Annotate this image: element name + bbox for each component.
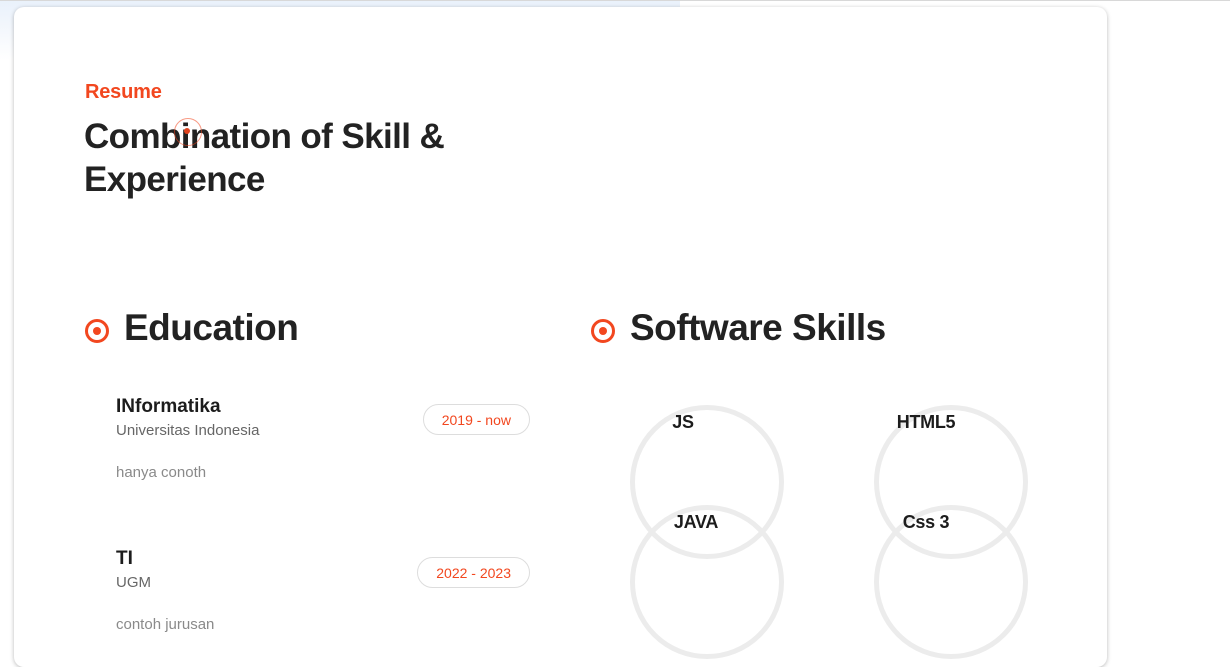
education-degree: INformatika — [116, 396, 221, 417]
cursor-dot — [184, 128, 190, 134]
education-degree: TI — [116, 548, 133, 569]
education-header: Education — [85, 307, 299, 349]
page-title: Combination of Skill & Experience — [84, 117, 445, 199]
skill-label: Css 3 — [902, 512, 950, 532]
software-skills-title: Software Skills — [630, 307, 886, 348]
cursor-ring — [174, 118, 202, 146]
period-badge: 2019 - now — [422, 404, 530, 435]
education-description: hanya conoth — [116, 464, 207, 481]
education-school: UGM — [116, 574, 151, 591]
education-description: contoh jurusan — [116, 616, 215, 633]
period-badge: 2022 - 2023 — [417, 557, 530, 588]
window-edge — [0, 0, 1230, 1]
software-skills-header: Software Skills — [591, 307, 886, 349]
target-icon — [85, 319, 109, 343]
section-eyebrow: Resume — [85, 81, 162, 103]
education-item: INformatika Universitas Indonesia hanya … — [116, 396, 530, 496]
education-title: Education — [124, 307, 299, 348]
education-item: TI UGM contoh jurusan 2022 - 2023 — [116, 548, 530, 648]
education-school: Universitas Indonesia — [116, 422, 260, 439]
skill-label: HTML5 — [896, 412, 956, 432]
skill-label: JS — [672, 412, 694, 432]
skill-label: JAVA — [673, 512, 719, 532]
resume-card: Resume Combination of Skill & Experience… — [14, 7, 1107, 667]
target-icon — [591, 319, 615, 343]
